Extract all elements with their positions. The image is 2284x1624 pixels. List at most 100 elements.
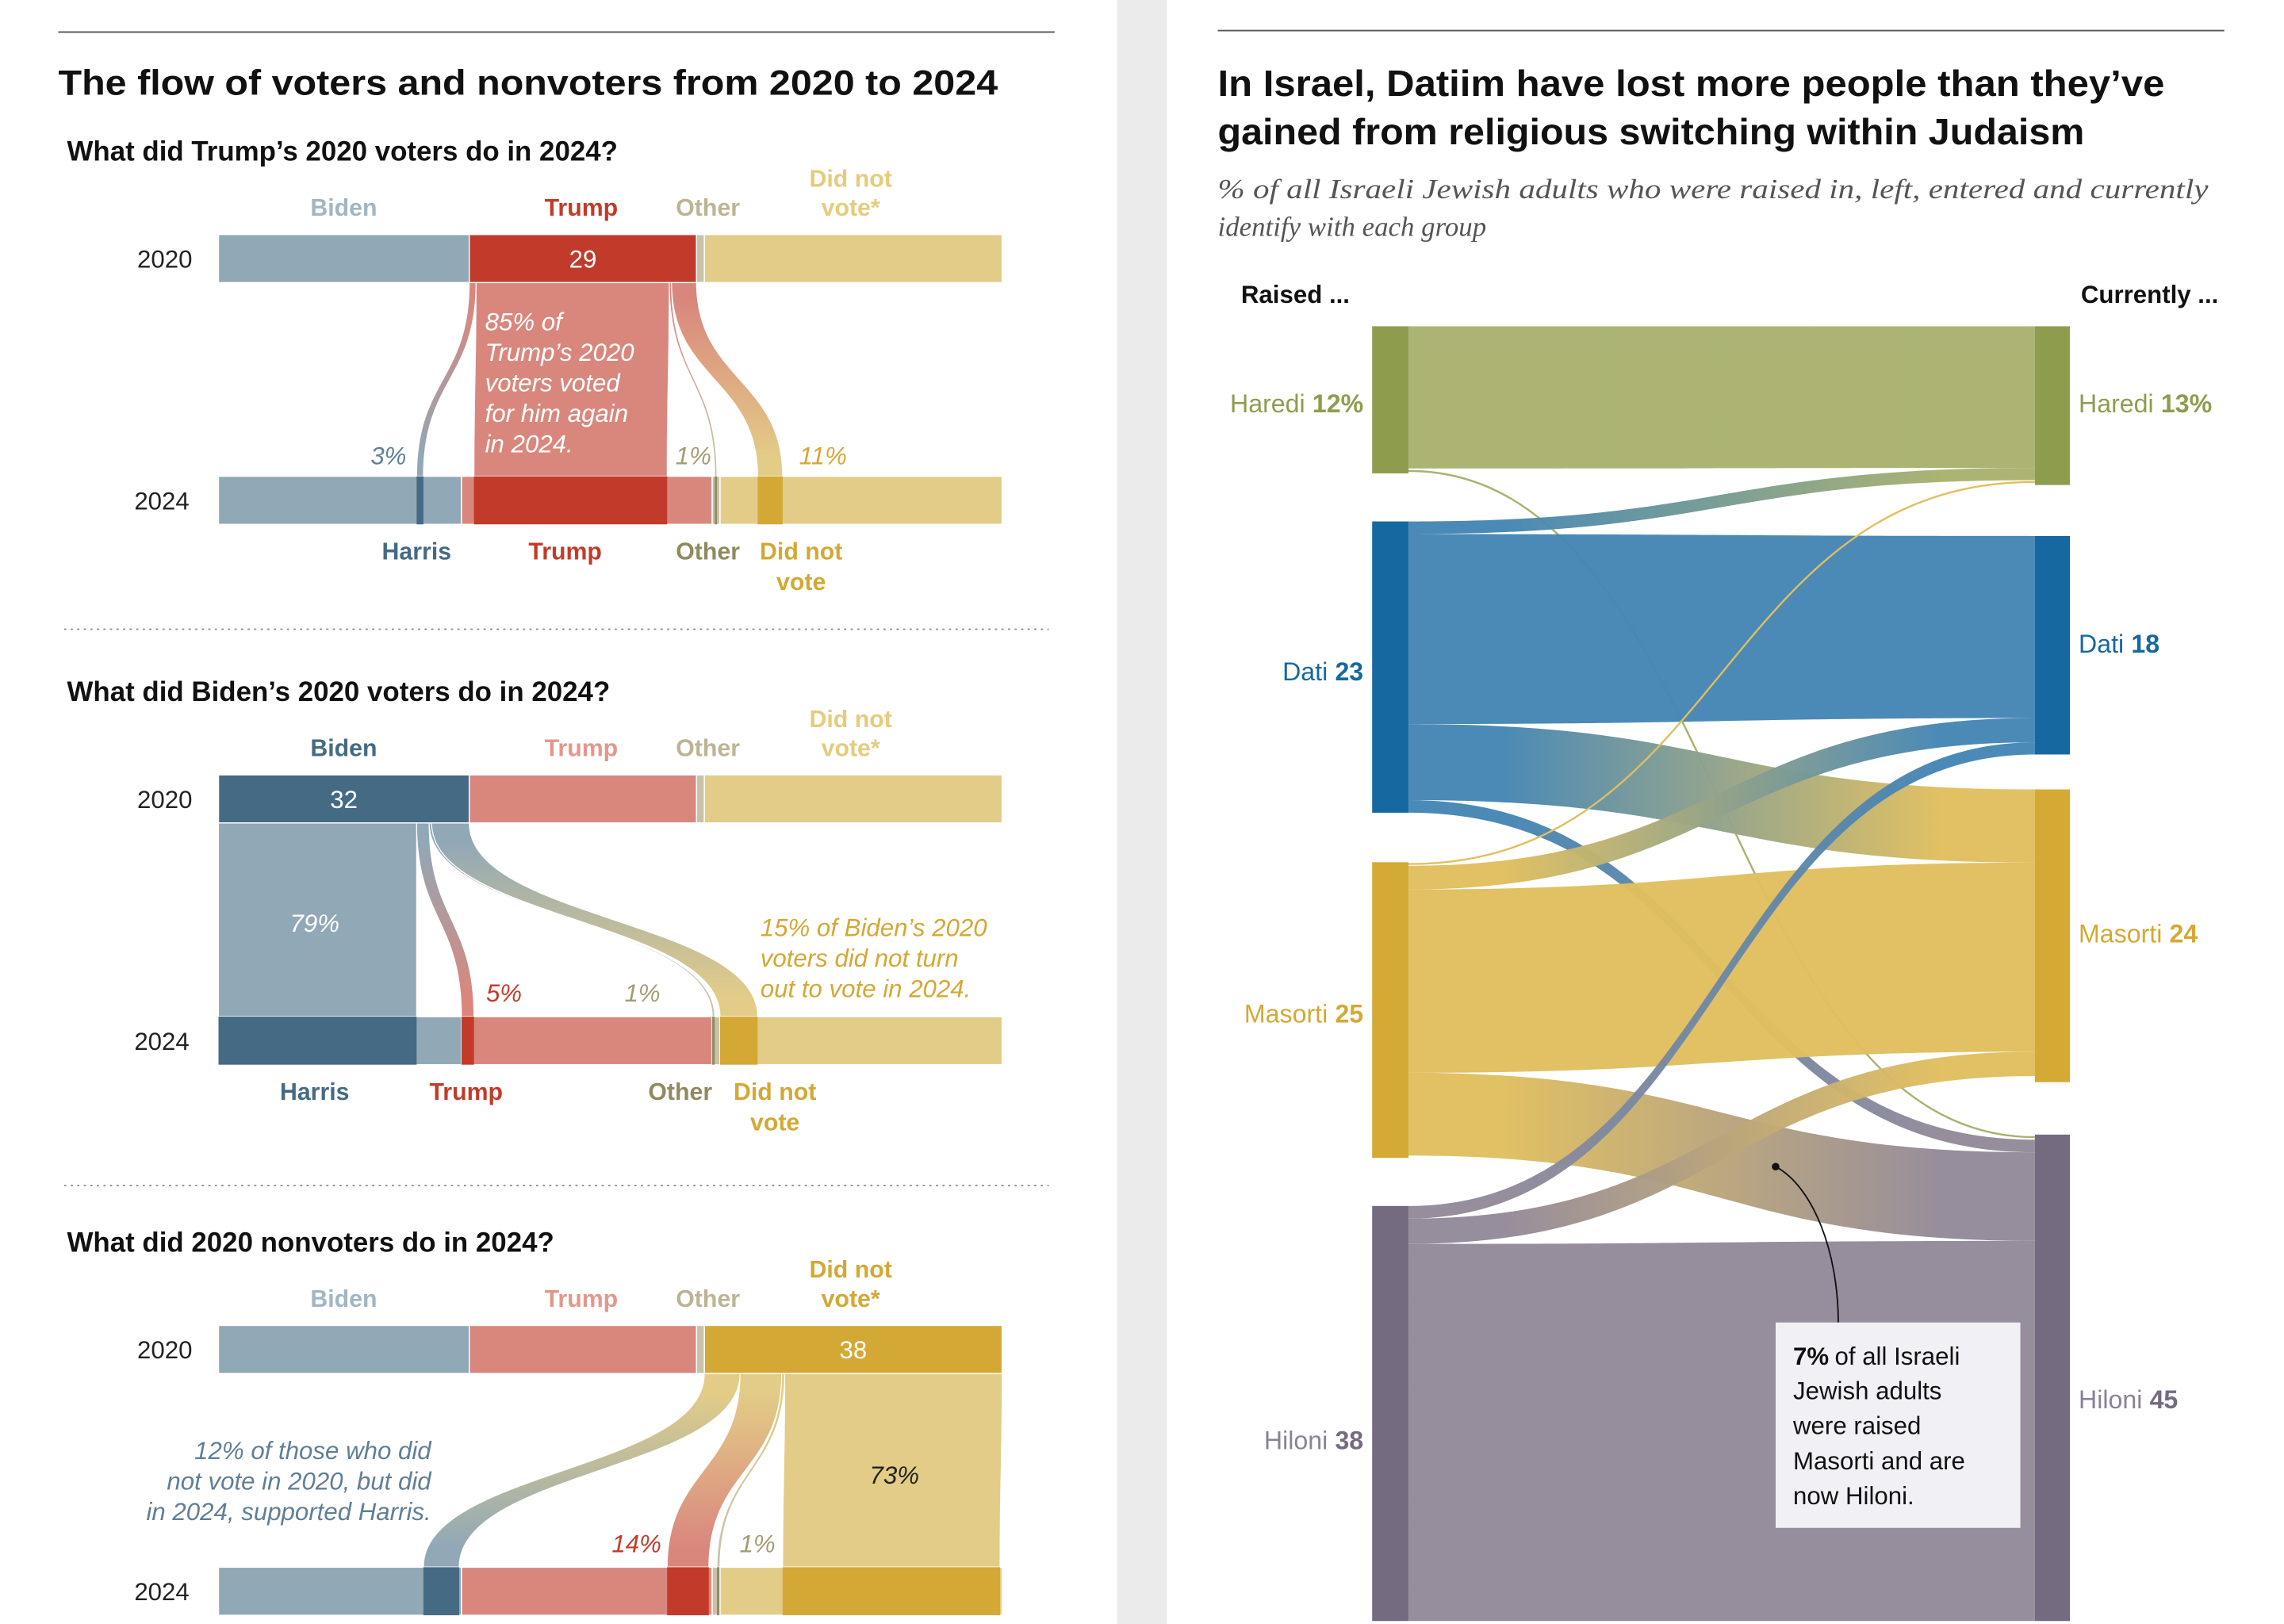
flow-dati-to-dati xyxy=(1408,534,2035,725)
bar-2020-trump xyxy=(468,1324,698,1374)
raised-label-haredi: Haredi 12% xyxy=(1230,389,1363,418)
bottom-label-trump: Trump xyxy=(429,1079,503,1105)
header-label-did-not-vote: vote* xyxy=(822,1286,880,1312)
current-node-dati xyxy=(2034,535,2070,755)
bar-2024-trump xyxy=(461,1016,713,1066)
annotation-line: out to vote in 2024. xyxy=(761,975,971,1003)
header-label-biden: Biden xyxy=(310,736,377,762)
current-label-haredi: Haredi 13% xyxy=(2079,389,2212,418)
callout: 7% of all Israeli Jewish adults were raised… xyxy=(1772,1162,2021,1528)
annotation-line: in 2024, supported Harris. xyxy=(146,1498,431,1526)
year-label-2020: 2020 xyxy=(137,1336,192,1364)
node-name: Hiloni xyxy=(2079,1385,2142,1414)
focus-bar-value: 32 xyxy=(330,786,358,814)
callout-box xyxy=(1775,1322,2021,1528)
left-figure-title: The flow of voters and nonvoters from 20… xyxy=(58,63,998,102)
flow-panel-1: What did Trump’s 2020 voters do in 2024?… xyxy=(67,136,1003,596)
flow-panel-3: What did 2020 nonvoters do in 2024? Biden… xyxy=(67,1227,1003,1616)
node-name: Haredi xyxy=(2079,389,2154,418)
current-label-hiloni: Hiloni 45 xyxy=(2079,1385,2178,1414)
current-node-haredi xyxy=(2034,326,2070,485)
node-name: Haredi xyxy=(1230,389,1305,418)
callout-line: were raised xyxy=(1792,1412,1921,1440)
year-label-2024: 2024 xyxy=(134,487,189,515)
bar-2020-other xyxy=(696,774,705,824)
node-name: Dati xyxy=(1282,657,1328,686)
bottom-label-trump: Trump xyxy=(528,539,602,565)
annotation-line: not vote in 2020, but did xyxy=(167,1467,432,1495)
right-figure-title-line-1: In Israel, Datiim have lost more people … xyxy=(1218,63,2165,104)
raised-value: 38 xyxy=(1335,1427,1363,1455)
bar-2020-other xyxy=(696,233,705,284)
flow-pct-label: 14% xyxy=(611,1530,661,1557)
flow-pct-label: 5% xyxy=(486,979,522,1007)
bar-2024-from-focus-did-not-vote xyxy=(719,1017,758,1065)
bar-2020-other xyxy=(696,1324,705,1374)
bar-2020-did-not-vote xyxy=(703,233,1003,284)
callout-line: Jewish adults xyxy=(1793,1377,1941,1405)
panel-title: What did 2020 nonvoters do in 2024? xyxy=(67,1227,554,1258)
annotation-line: 15% of Biden’s 2020 xyxy=(761,914,987,942)
callout-line: Masorti and are xyxy=(1793,1447,1965,1475)
bar-2024-from-focus-other xyxy=(712,1017,715,1065)
flow-panel-2: What did Biden’s 2020 voters do in 2024?… xyxy=(67,676,1003,1136)
flow-hiloni-to-dati xyxy=(1408,742,2035,1219)
raised-node-dati xyxy=(1372,521,1409,813)
current-node-masorti xyxy=(2034,789,2070,1082)
header-label-other: Other xyxy=(676,736,740,762)
node-name: Hiloni xyxy=(1264,1427,1328,1455)
year-label-2024: 2024 xyxy=(134,1578,189,1606)
flow-pct-label: 1% xyxy=(740,1530,776,1557)
focus-bar-value: 29 xyxy=(569,245,597,273)
current-value: 18 xyxy=(2131,630,2159,658)
header-label-did-not-vote: Did not xyxy=(809,707,891,733)
raised-node-masorti xyxy=(1372,862,1409,1159)
callout-bold: 7% xyxy=(1793,1342,1829,1370)
callout-leader-line xyxy=(1775,1166,1839,1323)
annotation-line: 85% of xyxy=(485,308,565,335)
header-label-trump: Trump xyxy=(545,1286,619,1312)
raised-value: 12% xyxy=(1313,389,1363,418)
raised-node-hiloni xyxy=(1372,1205,1409,1622)
raised-header: Raised ... xyxy=(1241,281,1350,308)
current-value: 45 xyxy=(2150,1385,2179,1414)
bottom-label-did-not-vote: vote xyxy=(750,1110,799,1136)
bottom-label-biden: Harris xyxy=(280,1079,350,1105)
bottom-label-did-not-vote: vote xyxy=(776,569,826,596)
bar-2020-trump xyxy=(468,233,698,284)
header-label-did-not-vote: vote* xyxy=(822,736,880,762)
year-label-2024: 2024 xyxy=(134,1028,189,1055)
bar-2024-from-focus-did-not-vote xyxy=(782,1567,1001,1615)
flow-pct-label: 3% xyxy=(370,442,406,469)
flow-charts: What did Trump’s 2020 voters do in 2024?… xyxy=(67,136,1003,1616)
bottom-label-other: Other xyxy=(676,539,740,565)
raised-node-haredi xyxy=(1372,326,1409,473)
flow-masorti-to-haredi xyxy=(1408,481,2035,865)
bar-2024-from-focus-did-not-vote xyxy=(757,476,783,525)
current-value: 24 xyxy=(2170,919,2198,948)
bar-2020-biden xyxy=(217,1324,470,1374)
header-label-trump: Trump xyxy=(545,736,619,762)
panel-title: What did Biden’s 2020 voters do in 2024? xyxy=(67,676,610,707)
header-label-other: Other xyxy=(676,195,740,221)
raised-label-masorti: Masorti 25 xyxy=(1244,999,1363,1028)
bar-2020-biden xyxy=(217,774,470,824)
header-label-trump: Trump xyxy=(545,195,619,221)
year-label-2020: 2020 xyxy=(137,786,192,814)
bottom-label-did-not-vote: Did not xyxy=(760,539,842,565)
bar-2024-from-focus-biden xyxy=(218,1017,417,1065)
node-name: Masorti xyxy=(1244,999,1328,1028)
subtitle-line-2: identify with each group xyxy=(1218,212,1487,243)
bar-2020-biden xyxy=(217,233,470,284)
currently-header: Currently ... xyxy=(2081,281,2218,308)
flow-haredi-to-haredi xyxy=(1408,326,2035,469)
bar-2024-did-not-vote xyxy=(719,1016,1003,1066)
annotation-line: for him again xyxy=(485,400,628,427)
current-label-masorti: Masorti 24 xyxy=(2079,919,2198,948)
bar-2024-from-focus-biden xyxy=(423,1567,459,1615)
callout-line: now Hiloni. xyxy=(1793,1482,1914,1510)
subtitle-line-1: % of all Israeli Jewish adults who were … xyxy=(1218,174,2209,205)
annotation-line: 12% of those who did xyxy=(194,1437,432,1465)
